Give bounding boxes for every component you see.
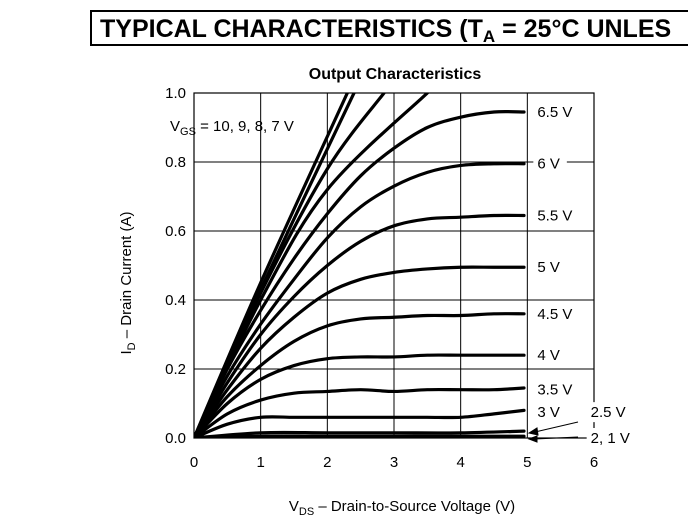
curve-label: 6.5 V <box>537 104 572 121</box>
curve-label-bg <box>533 303 584 324</box>
curve-label-bg <box>533 345 567 366</box>
curve-label-bg <box>533 257 567 278</box>
curve-label: 4.5 V <box>537 306 572 323</box>
curve-series <box>194 429 526 438</box>
y-tick-label: 0.2 <box>165 361 186 378</box>
curve-label-bg <box>533 379 584 400</box>
curve-label-bg <box>586 402 638 423</box>
y-axis-label: ID – Drain Current (A) <box>118 212 138 355</box>
x-tick-label: 5 <box>523 454 531 471</box>
tick-labels: 0 1 2 3 4 5 6 0.0 0.2 0.4 0.6 0.8 1.0 <box>165 85 598 471</box>
curve-label: 2, 1 V <box>591 430 630 447</box>
curve-label-bg <box>533 205 584 226</box>
x-tick-label: 0 <box>190 454 198 471</box>
y-tick-label: 1.0 <box>165 85 186 102</box>
arrow-2-1v-head <box>527 435 538 443</box>
curve-series <box>194 161 526 438</box>
curve-series <box>194 434 526 438</box>
arrow-2-5v-line <box>534 421 579 433</box>
curve-label-bg <box>533 153 567 174</box>
curve-label: 4 V <box>537 347 560 364</box>
chart-title: Output Characteristics <box>309 66 482 83</box>
x-axis-label: VDS – Drain-to-Source Voltage (V) <box>289 498 515 518</box>
curve-series <box>194 312 526 438</box>
header-subscript: A <box>482 27 496 46</box>
curves <box>194 93 526 438</box>
vgs-annotation: VGS = 10, 9, 8, 7 V <box>170 118 294 138</box>
curve-label: 3.5 V <box>537 382 572 399</box>
curve-series <box>194 213 526 438</box>
y-tick-label: 0.6 <box>165 223 186 240</box>
curve-series <box>194 109 526 438</box>
section-header: TYPICAL CHARACTERISTICS (TA = 25°C UNLES <box>90 10 688 46</box>
x-tick-label: 1 <box>256 454 264 471</box>
curve-series <box>194 386 526 438</box>
header-suffix: = 25°C UNLES <box>495 15 672 43</box>
arrow-2-1v-line <box>534 436 579 440</box>
curve-label-bg <box>533 402 567 423</box>
x-tick-label: 3 <box>390 454 398 471</box>
y-tick-label: 0.4 <box>165 292 186 309</box>
x-tick-label: 4 <box>456 454 464 471</box>
header-prefix: TYPICAL CHARACTERISTICS (T <box>100 15 483 43</box>
curve-label-bg <box>586 428 646 448</box>
curve-label: 5.5 V <box>537 207 572 224</box>
curve-series <box>194 265 526 438</box>
curve-label-bg <box>533 101 584 122</box>
curve-labels: 6.5 V 6 V 5.5 V 5 V 4.5 V 4 V 3.5 V 3 V 2.5 V 2, … <box>533 101 646 448</box>
curve-label: 5 V <box>537 259 560 276</box>
y-tick-label: 0.8 <box>165 154 186 171</box>
x-tick-label: 6 <box>590 454 598 471</box>
plot-frame <box>193 92 595 439</box>
y-tick-label: 0.0 <box>165 430 186 447</box>
callout-arrows <box>527 421 579 443</box>
x-tick-label: 2 <box>323 454 331 471</box>
curve-label: 6 V <box>537 156 560 173</box>
arrow-2-5v-head <box>527 427 539 436</box>
curve-label: 2.5 V <box>591 404 626 421</box>
curve-series <box>194 353 526 438</box>
curve-label: 3 V <box>537 404 560 421</box>
curve-series <box>194 408 526 438</box>
